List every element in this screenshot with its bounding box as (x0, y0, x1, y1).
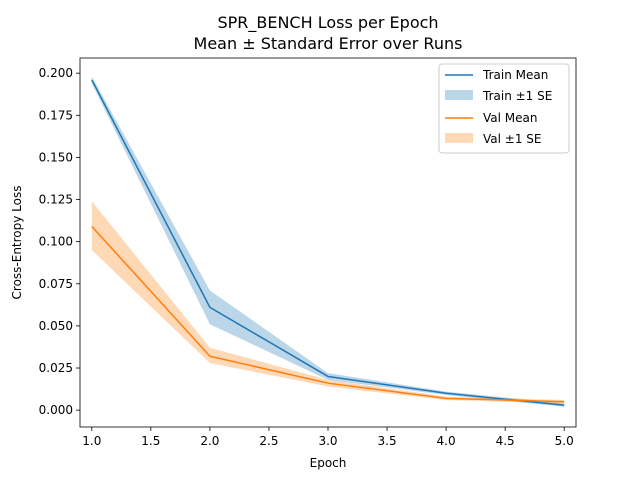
x-tick-label: 1.5 (141, 434, 160, 448)
legend-label-train-mean: Train Mean (482, 68, 548, 82)
line-series-1 (91, 225, 565, 403)
band-series-0 (91, 76, 565, 407)
x-tick-label: 5.0 (555, 434, 574, 448)
y-tick-label: 0.125 (39, 193, 73, 207)
chart-subtitle: Mean ± Standard Error over Runs (194, 34, 463, 53)
x-axis-label: Epoch (310, 456, 347, 470)
y-tick-label: 0.000 (39, 403, 73, 417)
x-tick-label: 3.5 (378, 434, 397, 448)
line-series-0 (91, 79, 565, 406)
y-axis-ticks: 0.000 0.025 0.050 0.075 0.100 0.125 0.150 0.175… (39, 66, 80, 417)
legend-label-val-mean: Val Mean (483, 111, 537, 125)
legend-label-train-se: Train ±1 SE (482, 89, 552, 103)
x-tick-label: 1.0 (82, 434, 101, 448)
legend-label-val-se: Val ±1 SE (483, 132, 541, 146)
y-tick-label: 0.175 (39, 108, 73, 122)
legend-swatch-train-se (445, 90, 473, 100)
y-tick-label: 0.200 (39, 66, 73, 80)
y-tick-label: 0.075 (39, 277, 73, 291)
band-series-1 (91, 201, 565, 404)
legend: Train Mean Train ±1 SE Val Mean Val ±1 S… (438, 63, 570, 154)
chart-title: SPR_BENCH Loss per Epoch (217, 13, 438, 33)
x-tick-label: 3.0 (318, 434, 337, 448)
y-tick-label: 0.050 (39, 319, 73, 333)
x-tick-label: 2.5 (259, 434, 278, 448)
y-axis-label: Cross-Entropy Loss (10, 186, 24, 300)
error-bands (91, 76, 565, 407)
x-tick-label: 4.0 (437, 434, 456, 448)
x-tick-label: 4.5 (496, 434, 515, 448)
x-axis-ticks: 1.0 1.5 2.0 2.5 3.0 3.5 4.0 4.5 5.0 (82, 427, 574, 448)
legend-swatch-val-se (445, 133, 473, 143)
y-tick-label: 0.100 (39, 235, 73, 249)
series-lines (91, 79, 565, 406)
y-tick-label: 0.025 (39, 361, 73, 375)
y-tick-label: 0.150 (39, 150, 73, 164)
legend-frame (438, 63, 570, 154)
x-tick-label: 2.0 (200, 434, 219, 448)
